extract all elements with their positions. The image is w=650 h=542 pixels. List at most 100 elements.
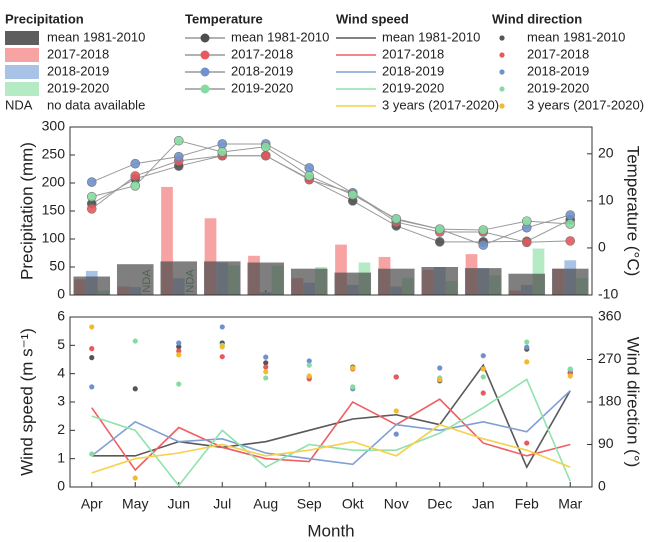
y2-tick-label: 20	[598, 145, 614, 161]
marker	[565, 236, 576, 246]
reference-bar	[73, 276, 111, 295]
point	[263, 364, 269, 370]
line	[91, 398, 571, 472]
point	[263, 369, 269, 375]
marker	[391, 213, 402, 224]
reference-bar	[247, 262, 285, 295]
y-tick-label: 200	[42, 174, 66, 190]
y2-tick-label: 270	[598, 350, 622, 366]
legend-label: 2019-2020	[382, 80, 444, 95]
line	[91, 140, 571, 231]
x-tick-label: Apr	[81, 496, 103, 512]
legend-label: 2018-2019	[527, 63, 589, 78]
legend-label: 2018-2019	[382, 63, 444, 78]
marker	[434, 237, 445, 247]
point	[393, 374, 399, 380]
marker	[521, 237, 532, 248]
point	[524, 344, 530, 350]
line	[91, 390, 571, 466]
marker	[173, 135, 184, 146]
point	[219, 354, 225, 360]
y-tick-label: 0	[57, 478, 65, 494]
x-tick-label: Mar	[558, 496, 582, 512]
point	[350, 365, 356, 371]
x-tick-label: Dec	[427, 496, 452, 512]
bar	[204, 218, 217, 295]
point	[480, 390, 486, 396]
legend-title: Wind direction	[492, 11, 582, 26]
point	[524, 339, 530, 345]
y-tick-label: 6	[57, 308, 65, 324]
y2-tick-label: 0	[598, 239, 606, 255]
y-tick-label: 1	[57, 449, 65, 465]
reference-bar	[203, 261, 241, 295]
point	[393, 408, 399, 414]
marker	[86, 204, 97, 214]
legend-label: 2019-2020	[231, 80, 293, 95]
y-tick-label: 100	[42, 230, 66, 246]
y-tick-label: 150	[42, 202, 66, 218]
y2-tick-label: 90	[598, 435, 614, 451]
marker	[173, 151, 184, 162]
y-tick-label: 300	[42, 118, 66, 134]
point	[567, 366, 573, 372]
point	[480, 374, 486, 380]
marker	[130, 181, 141, 191]
legend-label: 2017-2018	[47, 46, 109, 61]
bar	[532, 248, 545, 295]
legend-marker	[499, 52, 505, 58]
legend-swatch	[5, 48, 39, 62]
y2-tick-label: -10	[598, 286, 618, 302]
y-axis-label: Wind speed (m s⁻¹)	[17, 328, 36, 476]
y-tick-label: 2	[57, 421, 65, 437]
marker	[130, 171, 141, 181]
reference-bar	[116, 264, 154, 295]
point	[437, 365, 443, 371]
legend-swatch	[5, 65, 39, 79]
reference-bar	[464, 268, 502, 295]
legend-marker	[499, 86, 505, 92]
y-tick-label: 3	[57, 393, 65, 409]
legend-label: 2017-2018	[527, 46, 589, 61]
point	[132, 475, 138, 481]
marker	[260, 150, 271, 161]
point	[306, 362, 312, 368]
legend-label: 2017-2018	[231, 46, 293, 61]
legend-marker	[499, 69, 505, 75]
marker	[521, 216, 532, 226]
point	[132, 386, 138, 392]
y2-tick-label: 180	[598, 393, 622, 409]
point	[89, 384, 95, 390]
legend-title: Wind speed	[336, 11, 409, 26]
legend-label: 2017-2018	[382, 46, 444, 61]
x-tick-label: Aug	[253, 496, 278, 512]
legend-marker	[200, 84, 210, 94]
x-tick-label: Nov	[384, 496, 409, 512]
reference-bar	[290, 268, 328, 295]
legend-label: mean 1981-2010	[527, 29, 625, 44]
point	[219, 324, 225, 330]
point	[176, 352, 182, 358]
marker	[478, 225, 489, 235]
y-tick-label: 250	[42, 146, 66, 162]
bar	[335, 244, 347, 295]
marker	[217, 139, 228, 149]
x-tick-label: May	[122, 496, 148, 512]
reference-bar	[160, 261, 198, 295]
legend-label: 3 years (2017-2020)	[527, 97, 644, 112]
point	[89, 355, 95, 361]
legend-label: mean 1981-2010	[382, 29, 480, 44]
legend-marker	[499, 103, 505, 109]
legend-marker	[200, 50, 210, 60]
y-axis-label: Precipitation (mm)	[17, 142, 36, 280]
point	[393, 431, 399, 437]
point	[263, 354, 269, 360]
marker	[565, 210, 576, 220]
line	[91, 378, 571, 487]
marker	[260, 141, 271, 152]
y2-tick-label: 0	[598, 478, 606, 494]
x-tick-label: Jul	[213, 496, 231, 512]
y2-axis-label: Temperature (°C)	[624, 146, 643, 277]
marker	[130, 158, 141, 169]
